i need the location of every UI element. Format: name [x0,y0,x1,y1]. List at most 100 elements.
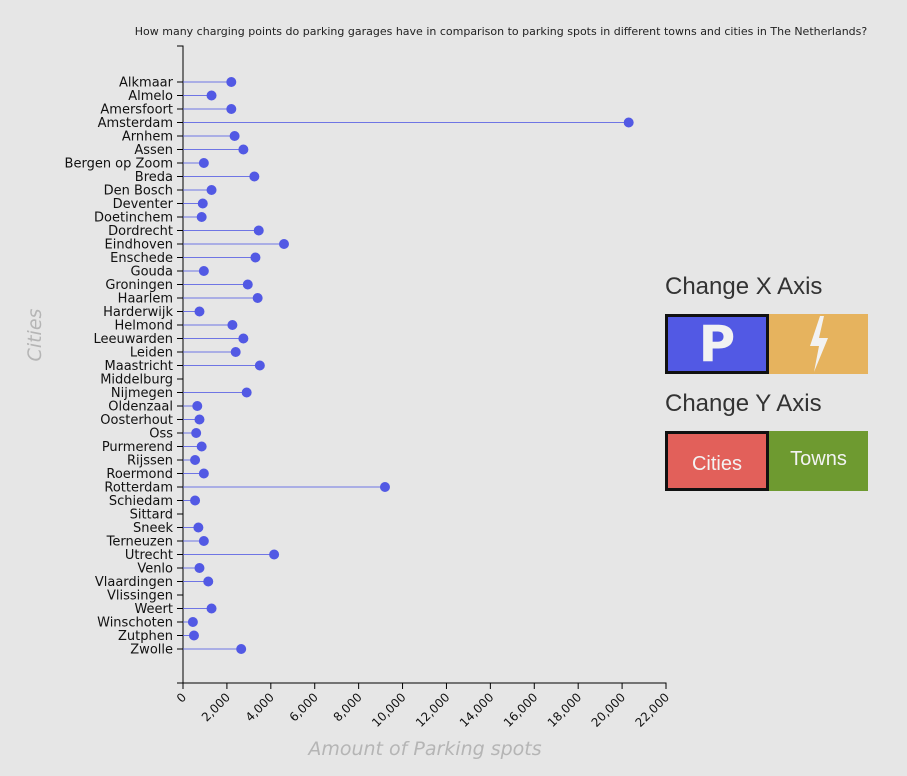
lollipop-dot[interactable] [206,90,217,101]
lollipop-dot[interactable] [194,414,205,425]
y-tick-label: Oldenzaal [108,400,173,415]
lollipop-dot[interactable] [198,468,209,479]
x-axis-line [182,682,667,689]
lollipop-dot[interactable] [623,117,634,128]
y-tick-label: Oss [149,427,173,442]
lollipop-dot[interactable] [226,104,237,114]
x-tick-label: 8,000 [331,690,365,724]
lollipop-dot[interactable] [190,455,201,465]
lollipop-dot[interactable] [206,603,217,614]
lollipop-dot[interactable] [238,144,249,155]
y-axis: AlkmaarAlmeloAmersfoortAmsterdamArnhemAs… [65,45,184,684]
y-tick-label: Haarlem [118,292,173,307]
lollipop-dot[interactable] [227,320,238,330]
lollipop-dot[interactable] [238,333,249,344]
lollipop-dot[interactable] [194,563,205,573]
lollipop-dot[interactable] [197,198,208,209]
change-x-axis-heading: Change X Axis [665,273,823,300]
y-tick-label: Venlo [137,562,173,577]
y-tick-label: Harderwijk [103,305,173,320]
y-tick-label: Amersfoort [100,103,173,118]
y-tick-label: Utrecht [125,548,173,563]
y-tick-label: Sneek [133,521,173,536]
lollipop-dot[interactable] [187,617,198,627]
y-axis-title: Cities [24,308,46,361]
charging-points-button[interactable] [769,314,868,374]
lollipop-dot[interactable] [194,306,205,317]
lollipop-dot[interactable] [206,185,217,195]
y-tick-label: Terneuzen [106,535,173,550]
lollipop-dot[interactable] [253,225,264,236]
parking-p-icon: P [698,315,736,373]
x-tick-label: 6,000 [287,690,321,724]
y-tick-label: Arnhem [122,130,173,145]
y-tick-label: Alkmaar [119,76,174,91]
x-tick-label: 4,000 [243,690,277,724]
y-axis-line [177,45,184,684]
lollipop-dot[interactable] [230,347,241,357]
lollipop-dot[interactable] [252,293,263,303]
y-tick-label: Amsterdam [98,116,173,131]
y-tick-label: Weert [134,602,173,617]
y-tick-label: Helmond [115,319,174,334]
lollipop-dot[interactable] [250,252,261,263]
lightning-bolt-icon [809,316,828,372]
y-tick-label: Sittard [130,508,173,523]
y-tick-label: Doetinchem [94,211,173,226]
lollipop-dot[interactable] [203,576,214,587]
y-tick-label: Assen [134,143,173,158]
parking-spots-button[interactable]: P [665,314,769,374]
lollipop-dot[interactable] [193,522,204,533]
lollipop-dot[interactable] [269,549,280,560]
y-tick-label: Bergen op Zoom [65,157,173,172]
lollipop-dot[interactable] [198,266,209,276]
lollipop-dot[interactable] [190,495,201,506]
lollipop-dot[interactable] [379,482,390,492]
y-tick-label: Middelburg [100,373,173,388]
lollipop-dot[interactable] [196,441,207,452]
y-tick-label: Rotterdam [104,481,173,496]
lollipop-dot[interactable] [198,536,209,546]
lollipop-dot[interactable] [229,131,240,141]
x-tick-label: 2,000 [199,690,233,724]
x-tick-label: 14,000 [457,690,497,730]
x-tick-label: 20,000 [589,690,629,730]
y-tick-label: Breda [135,170,173,185]
x-axis: 0 2,000 4,000 6,000 8,000 10,000 12,000 14,000 1… [174,682,673,730]
x-tick-label: 16,000 [501,690,541,730]
x-tick-label: 22,000 [633,690,673,730]
y-tick-label: Vlissingen [107,589,173,604]
towns-button[interactable]: Towns [769,431,868,491]
y-tick-label: Zutphen [118,629,173,644]
cities-button[interactable]: Cities [665,431,769,491]
y-tick-label: Schiedam [109,494,173,509]
chart-title: How many charging points do parking gara… [135,25,868,38]
y-axis-button-group: Cities Towns [665,431,868,491]
lollipop-dot[interactable] [278,239,289,249]
chart-marks [183,77,634,654]
y-tick-label: Eindhoven [105,238,173,253]
y-tick-label: Vlaardingen [95,575,173,590]
lollipop-dot[interactable] [241,387,252,398]
lollipop-dot[interactable] [242,279,253,290]
y-tick-label: Purmerend [102,440,173,455]
lollipop-dot[interactable] [254,360,265,371]
y-tick-label: Leeuwarden [94,332,173,347]
y-tick-label: Deventer [113,197,174,212]
y-tick-label: Groningen [105,278,173,293]
lollipop-dot[interactable] [196,212,207,222]
lollipop-dot[interactable] [226,77,237,87]
y-tick-label: Rijssen [127,454,173,469]
lollipop-dot[interactable] [249,171,260,182]
lollipop-dot[interactable] [191,428,202,438]
y-tick-label: Almelo [128,89,173,104]
y-tick-label: Gouda [131,265,174,280]
lollipop-dot[interactable] [236,644,247,654]
lollipop-dot[interactable] [192,401,203,411]
x-tick-label: 12,000 [413,690,453,730]
lollipop-dot[interactable] [198,158,209,168]
y-tick-label: Dordrecht [108,224,173,239]
y-tick-label: Roermond [106,467,173,482]
lollipop-dot[interactable] [188,630,199,641]
change-y-axis-heading: Change Y Axis [665,390,822,417]
